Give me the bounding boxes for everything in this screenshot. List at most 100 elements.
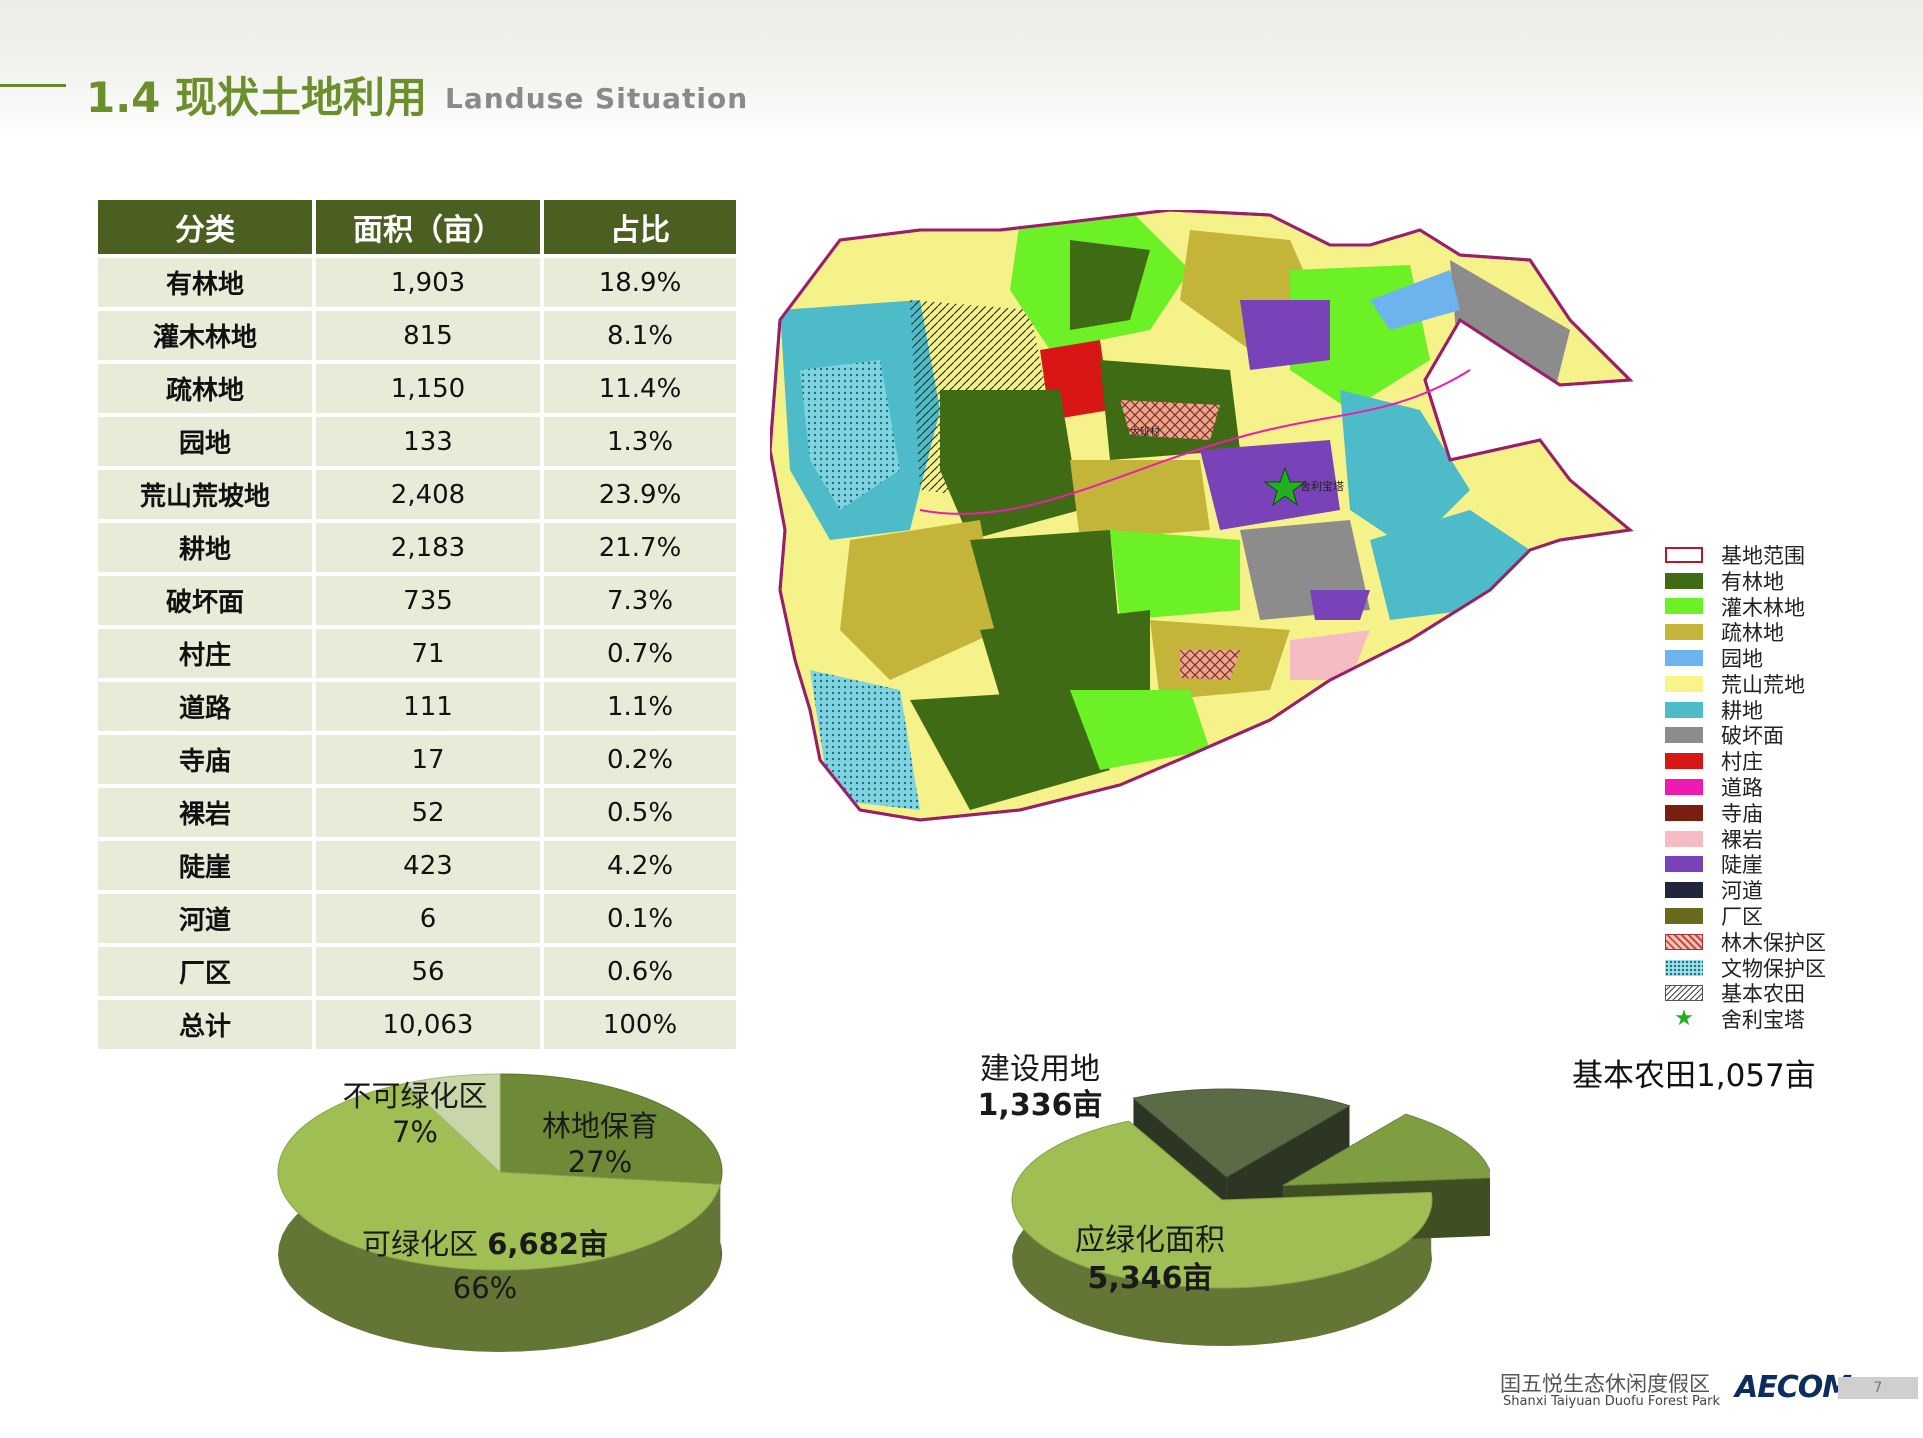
table-cell-percent: 0.6%: [542, 943, 736, 998]
table-cell-category: 荒山荒坡地: [98, 466, 316, 521]
legend-swatch: [1665, 624, 1703, 641]
table-row: 荒山荒坡地 2,408 23.9%: [98, 466, 736, 521]
legend-item: 基地范围: [1665, 542, 1826, 568]
table-cell-percent: 0.5%: [542, 784, 736, 839]
legend-item: 道路: [1665, 774, 1826, 800]
pie2-label-greening: 应绿化面积 5,346亩: [1050, 1222, 1250, 1298]
legend-item: 有林地: [1665, 568, 1826, 594]
header-band: [0, 0, 1923, 140]
legend-label: 灌木林地: [1721, 595, 1805, 620]
legend-swatch: [1665, 804, 1703, 821]
table-cell-category: 厂区: [98, 943, 316, 998]
pie1-green-area: 6,682亩: [487, 1227, 608, 1261]
table-row: 厂区 56 0.6%: [98, 943, 736, 998]
legend-item: 裸岩: [1665, 826, 1826, 852]
legend-label: 寺庙: [1721, 801, 1763, 826]
table-row: 有林地 1,903 18.9%: [98, 254, 736, 309]
table-header-cell: 分类: [98, 200, 316, 256]
table-cell-category: 总计: [98, 996, 316, 1049]
village-map-label: 大班村: [1130, 425, 1160, 438]
temple-star-icon: [1263, 466, 1307, 507]
pie2-construction-name: 建设用地: [980, 1052, 1100, 1087]
table-cell-category: 村庄: [98, 625, 316, 680]
legend-swatch: [1665, 650, 1703, 667]
table-row: 村庄 71 0.7%: [98, 625, 736, 680]
table-cell-percent: 4.2%: [542, 837, 736, 892]
legend-swatch: [1665, 908, 1703, 925]
pie2-slice-construction: [1132, 1088, 1351, 1178]
table-header-cell: 面积（亩）: [314, 200, 544, 256]
table-header-cell: 占比: [542, 200, 736, 256]
legend-swatch: [1665, 727, 1703, 744]
legend-swatch: [1665, 856, 1703, 873]
pie1-label-nongreen: 不可绿化区 7%: [330, 1078, 500, 1150]
star-icon: ★: [1674, 1006, 1694, 1032]
pie2-greening-area: 5,346亩: [1087, 1261, 1213, 1296]
table-cell-area: 56: [314, 943, 544, 998]
pie1-slice-greenable: [277, 1082, 721, 1271]
table-cell-area: 2,408: [314, 466, 544, 521]
pie2-label-construction: 建设用地 1,336亩: [965, 1052, 1115, 1124]
legend-label: 有林地: [1721, 569, 1784, 594]
aecom-logo: AECOM: [1735, 1370, 1852, 1405]
table-cell-area: 17: [314, 731, 544, 786]
table-body: 有林地 1,903 18.9% 灌木林地 815 8.1% 疏林地 1,150 11.4% 园地 1…: [98, 254, 736, 1049]
legend-label: 河道: [1721, 879, 1763, 904]
table-cell-area: 1,150: [314, 360, 544, 415]
page-title: 1.4 现状土地利用: [86, 73, 428, 122]
table-row: 裸岩 52 0.5%: [98, 784, 736, 839]
legend-label: 文物保护区: [1721, 956, 1826, 981]
table-row: 道路 111 1.1%: [98, 678, 736, 733]
table-cell-category: 园地: [98, 413, 316, 468]
table-cell-percent: 23.9%: [542, 466, 736, 521]
table-row: 河道 6 0.1%: [98, 890, 736, 945]
legend-swatch: [1665, 675, 1703, 692]
table-cell-category: 灌木林地: [98, 307, 316, 362]
pie1-label-green: 可绿化区 6,682亩 66%: [330, 1222, 640, 1310]
table-cell-category: 寺庙: [98, 731, 316, 786]
legend-label: 耕地: [1721, 698, 1763, 723]
map-legend: 基地范围 有林地 灌木林地 疏林地 园地 荒山荒地 耕地 破坏面 村庄 道路 寺庙 裸岩 陡崖 河道 厂区林…: [1665, 542, 1826, 1032]
legend-swatch: [1665, 830, 1703, 847]
landuse-map: 舍利宝塔 大班村: [770, 210, 1634, 822]
table-cell-area: 133: [314, 413, 544, 468]
legend-swatch: [1665, 933, 1703, 950]
legend-item: 基本农田: [1665, 981, 1826, 1006]
legend-swatch: [1665, 572, 1703, 589]
table-cell-percent: 100%: [542, 996, 736, 1049]
pie1-forest-name: 林地保育: [541, 1109, 658, 1143]
pie2-greening-name: 应绿化面积: [1075, 1223, 1225, 1258]
legend-item: 陡崖: [1665, 852, 1826, 877]
legend-item: 荒山荒地: [1665, 671, 1826, 697]
table-cell-area: 423: [314, 837, 544, 892]
pie2-slice-farmland: [1282, 1113, 1490, 1187]
table-cell-category: 道路: [98, 678, 316, 733]
legend-label: 疏林地: [1721, 621, 1784, 646]
legend-swatch: [1665, 882, 1703, 899]
pie1-slice-nongreen: [404, 1073, 501, 1174]
legend-label: 基地范围: [1721, 543, 1805, 568]
table-row: 耕地 2,183 21.7%: [98, 519, 736, 574]
legend-item: 灌木林地: [1665, 594, 1826, 620]
table-cell-percent: 0.7%: [542, 625, 736, 680]
table-cell-area: 1,903: [314, 254, 544, 309]
table-row: 园地 133 1.3%: [98, 413, 736, 468]
table-cell-area: 6: [314, 890, 544, 945]
footer-project-en: Shanxi Taiyuan Duofu Forest Park: [1503, 1394, 1721, 1409]
pie2-slice-greening: [1011, 1120, 1433, 1289]
legend-swatch: [1665, 779, 1703, 796]
table-cell-category: 河道: [98, 890, 316, 945]
legend-swatch: [1665, 959, 1703, 976]
table-row: 总计 10,063 100%: [98, 996, 736, 1049]
table-cell-category: 陡崖: [98, 837, 316, 892]
legend-swatch: [1665, 985, 1703, 1002]
table-cell-category: 破坏面: [98, 572, 316, 627]
legend-swatch: [1665, 546, 1703, 563]
page-subtitle: Landuse Situation: [445, 82, 749, 115]
table-cell-category: 耕地: [98, 519, 316, 574]
legend-item: 耕地: [1665, 697, 1826, 723]
table-cell-category: 有林地: [98, 254, 316, 309]
legend-label: 村庄: [1721, 750, 1763, 775]
table-cell-percent: 0.1%: [542, 890, 736, 945]
table-cell-percent: 1.1%: [542, 678, 736, 733]
